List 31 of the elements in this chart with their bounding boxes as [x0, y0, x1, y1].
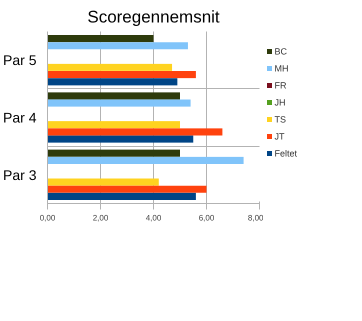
bar [48, 78, 178, 86]
x-tick-label: 8,00 [248, 214, 264, 222]
bar [48, 92, 180, 100]
bar [48, 186, 206, 193]
x-tick-label: 6,00 [198, 214, 215, 222]
y-tick-label: Par 4 [3, 110, 37, 126]
legend-label: Feltet [274, 148, 298, 158]
bar [48, 71, 196, 78]
bar [48, 100, 191, 107]
legend-label: FR [274, 80, 287, 90]
bar [48, 121, 180, 128]
legend-label: JT [274, 132, 285, 142]
y-tick-label: Par 5 [3, 52, 37, 68]
bar [48, 178, 159, 186]
y-tick-label: Par 3 [3, 166, 37, 183]
chart-title: Scoregennemsnit [87, 8, 220, 26]
legend-label: BC [274, 46, 288, 56]
bar [48, 150, 180, 157]
legend-label: TS [274, 114, 286, 124]
bar [48, 136, 194, 143]
bar [48, 35, 154, 42]
legend-label: JH [274, 98, 286, 108]
bar [48, 156, 244, 164]
x-tick-label: 2,00 [92, 214, 109, 222]
bar [48, 42, 188, 50]
bar [48, 192, 196, 200]
legend-label: MH [274, 64, 288, 74]
bar [48, 128, 222, 136]
x-tick-label: 0,00 [40, 214, 56, 222]
bar [48, 64, 172, 71]
x-tick-label: 4,00 [146, 214, 162, 222]
